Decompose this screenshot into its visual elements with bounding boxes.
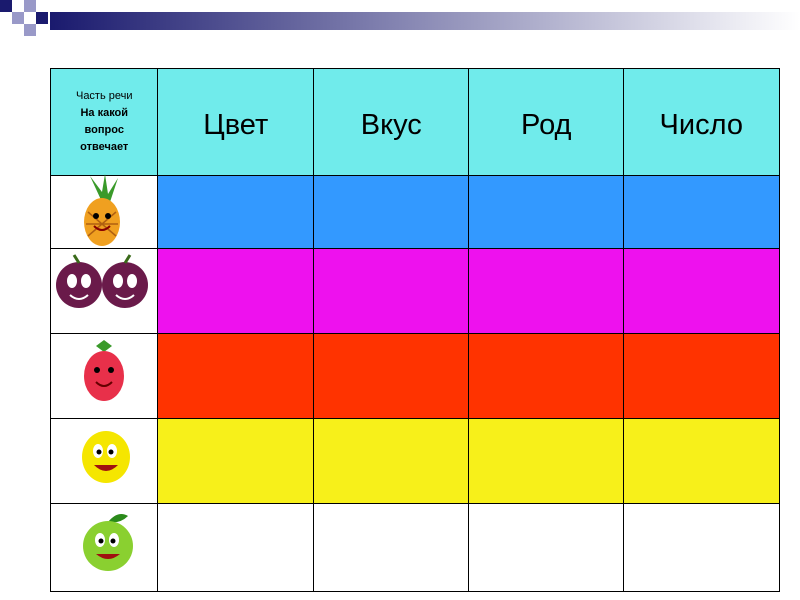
corner-question: На какой вопрос отвечает	[80, 107, 129, 154]
table-cell	[157, 248, 315, 335]
table-cell	[157, 175, 315, 250]
table-cell	[623, 503, 780, 592]
column-header: Вкус	[360, 109, 422, 141]
table-cell	[157, 503, 315, 592]
table-cell	[623, 333, 780, 420]
plums-icon	[56, 254, 148, 308]
table-cell	[313, 418, 470, 505]
pineapple-icon	[84, 174, 120, 246]
apple-icon	[83, 514, 133, 571]
header-cell: Род	[468, 68, 625, 177]
table-cell	[313, 333, 470, 420]
column-header: Цвет	[203, 109, 269, 141]
table-cell	[468, 503, 625, 592]
column-header: Число	[659, 109, 743, 141]
header-cell: Цвет	[157, 68, 315, 177]
raspberry-icon	[84, 340, 124, 401]
table-cell	[313, 503, 470, 592]
table-cell	[468, 418, 625, 505]
table-cell	[157, 333, 315, 420]
table-cell	[468, 248, 625, 335]
corner-cell: Часть речи На какой вопрос отвечает	[50, 68, 159, 177]
header-cell: Число	[623, 68, 780, 177]
table-cell	[157, 418, 315, 505]
table-cell	[623, 248, 780, 335]
slide-decoration	[0, 0, 800, 36]
header-cell: Вкус	[313, 68, 470, 177]
table-cell	[313, 248, 470, 335]
column-header: Род	[521, 109, 572, 141]
table-cell	[468, 333, 625, 420]
lemon-icon	[82, 431, 130, 483]
table-cell	[468, 175, 625, 250]
table-cell	[313, 175, 470, 250]
table-cell	[623, 418, 780, 505]
table-cell	[623, 175, 780, 250]
corner-label: Часть речи	[75, 90, 133, 103]
